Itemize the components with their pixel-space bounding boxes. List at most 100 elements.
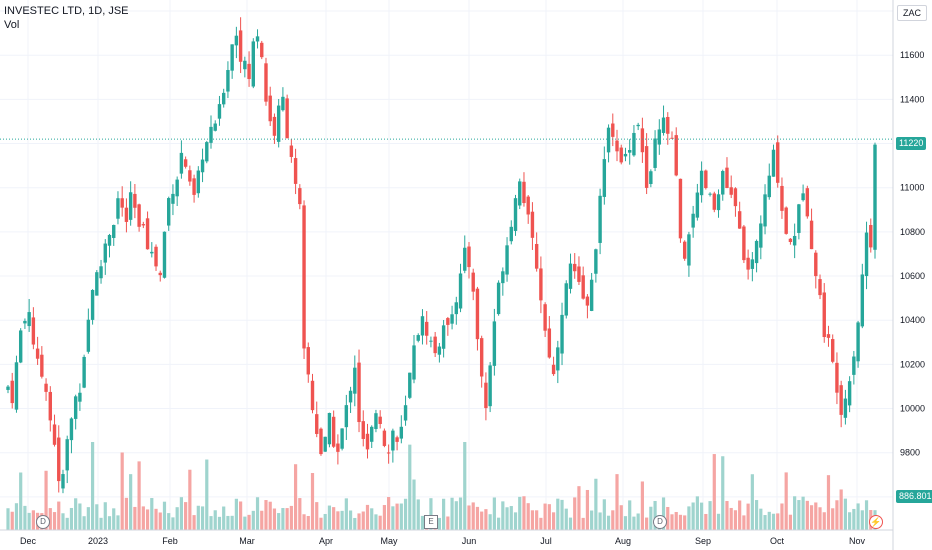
volume-bar <box>594 478 598 530</box>
volume-bar <box>306 515 310 530</box>
candle-body <box>298 188 302 205</box>
candle-body <box>551 364 556 375</box>
volume-bar <box>65 517 69 530</box>
x-tick-label: Mar <box>239 536 255 546</box>
candle-body <box>864 232 869 277</box>
volume-bar <box>382 505 387 530</box>
candle-body <box>763 194 767 227</box>
volume-bar <box>501 501 505 530</box>
candle-body <box>391 430 395 451</box>
volume-bar <box>243 516 247 530</box>
candle-body <box>539 268 543 301</box>
candle-body <box>636 124 640 127</box>
candle-body <box>124 207 129 222</box>
volume-bar <box>547 504 551 530</box>
volume-bar <box>99 517 103 530</box>
candle-body <box>31 317 36 345</box>
candle-body <box>792 235 797 246</box>
x-tick-label: Dec <box>20 536 37 546</box>
volume-bar <box>129 474 133 530</box>
volume-bar <box>467 505 471 530</box>
candle-body <box>221 92 226 105</box>
candle-body <box>116 198 120 219</box>
dividend-marker[interactable]: D <box>36 515 50 529</box>
candle-body <box>852 356 856 375</box>
volume-bar <box>729 507 733 530</box>
volume-bar <box>831 508 835 530</box>
candle-body <box>6 386 10 390</box>
candle-body <box>657 129 662 145</box>
candle-body <box>370 426 374 442</box>
volume-bar <box>606 515 611 530</box>
candle-body <box>433 336 437 354</box>
candle-body <box>344 405 349 428</box>
candle-body <box>395 437 399 442</box>
candle-body <box>403 405 408 421</box>
candle-body <box>323 436 327 452</box>
candle-body <box>589 279 594 311</box>
volume-bar <box>700 502 704 530</box>
candle-body <box>382 430 387 446</box>
volume-bar <box>48 508 52 530</box>
candle-body <box>860 274 865 327</box>
volume-bar <box>581 517 585 530</box>
volume-bar <box>179 497 183 530</box>
volume-bar <box>754 500 759 530</box>
volume-bar <box>492 497 496 530</box>
volume-bar <box>864 500 869 530</box>
volume-bar <box>285 508 289 530</box>
candle-body <box>501 271 505 284</box>
volume-bar <box>442 498 446 530</box>
volume-bar <box>217 516 222 530</box>
volume-bar <box>615 474 619 530</box>
volume-bar <box>395 503 399 530</box>
volume-bar <box>378 515 382 530</box>
candle-body <box>234 35 239 46</box>
candle-body <box>564 283 568 316</box>
volume-bar <box>171 517 175 530</box>
dividend-marker[interactable]: D <box>653 515 667 529</box>
candle-body <box>103 243 107 263</box>
volume-bar <box>365 504 370 530</box>
volume-bar <box>23 505 27 530</box>
volume-bar <box>535 510 539 530</box>
volume-bar <box>860 510 864 530</box>
currency-button[interactable]: ZAC <box>897 5 927 21</box>
volume-bar <box>628 500 632 530</box>
candle-body <box>306 347 310 375</box>
volume-bar <box>568 517 573 530</box>
candle-body <box>801 193 805 201</box>
volume-bar <box>107 516 112 530</box>
candle-body <box>463 247 467 271</box>
candle-body <box>336 443 340 452</box>
chart-grid <box>0 0 893 530</box>
candle-body <box>708 193 712 195</box>
volume-bar <box>14 503 19 530</box>
volume-bar <box>353 517 357 530</box>
volume-bar <box>247 514 251 530</box>
volume-bar <box>518 496 522 530</box>
volume-bar <box>822 512 826 530</box>
volume-bar <box>31 510 35 530</box>
volume-bar <box>767 511 771 530</box>
candle-body <box>606 127 611 153</box>
lightning-icon[interactable]: ⚡ <box>869 515 883 529</box>
volume-bar <box>336 511 340 530</box>
volume-bar <box>167 513 171 530</box>
candle-body <box>716 194 721 211</box>
volume-bar <box>277 513 281 530</box>
candle-body <box>48 391 52 421</box>
earnings-marker[interactable]: E <box>424 515 438 529</box>
candle-body <box>412 345 416 380</box>
volume-bar <box>116 515 120 530</box>
candle-body <box>805 188 810 217</box>
candle-body <box>746 257 750 270</box>
volume-bar <box>750 474 754 530</box>
volume-bar <box>573 497 577 530</box>
volume-bar <box>450 497 454 530</box>
volume-bar <box>6 508 10 530</box>
volume-bar <box>78 503 82 530</box>
candle-body <box>780 185 784 211</box>
candle-body <box>315 414 319 434</box>
